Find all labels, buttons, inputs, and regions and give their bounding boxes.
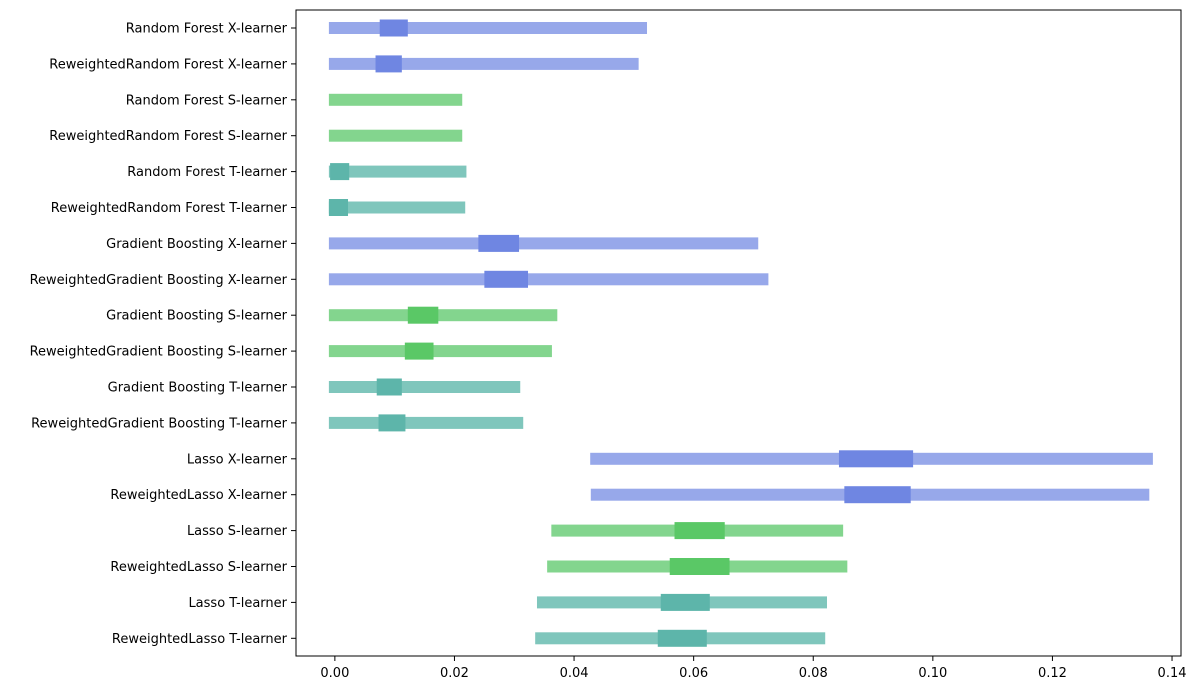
x-tick-label: 0.04 — [560, 666, 589, 681]
interval-center-box — [379, 19, 408, 37]
interval-center-box — [376, 378, 402, 396]
y-tick-label: Gradient Boosting S-learner — [106, 309, 288, 324]
y-tick-label: ReweightedGradient Boosting X-learner — [30, 273, 288, 288]
x-axis: 0.00 0.02 0.04 0.06 0.08 0.10 0.12 0.14 — [320, 656, 1187, 681]
y-tick-label: ReweightedRandom Forest S-learner — [49, 129, 287, 144]
interval-center-box — [657, 629, 707, 647]
interval-center-box — [674, 522, 725, 540]
interval-range-bar — [328, 309, 558, 322]
y-tick-label: ReweightedLasso S-learner — [110, 560, 287, 575]
interval-range-bar — [328, 57, 639, 70]
interval-center-box — [660, 593, 710, 611]
interval-range-bar — [328, 165, 467, 178]
y-tick-label: Lasso X-learner — [187, 452, 288, 467]
interval-center-box — [669, 558, 730, 575]
y-tick-label: Random Forest X-learner — [126, 22, 288, 37]
x-tick-label: 0.08 — [799, 666, 828, 681]
interval-center-box — [484, 270, 529, 288]
interval-center-box — [328, 199, 349, 216]
y-tick-label: ReweightedRandom Forest X-learner — [49, 57, 287, 72]
y-tick-label: ReweightedGradient Boosting S-learner — [30, 345, 288, 360]
interval-range-bar — [328, 345, 552, 358]
interval-center-box — [478, 234, 520, 252]
y-tick-label: Lasso S-learner — [187, 524, 288, 539]
x-tick-label: 0.00 — [320, 666, 349, 681]
interval-center-box — [407, 306, 439, 324]
plot-frame — [295, 9, 1182, 657]
x-tick-label: 0.10 — [918, 666, 947, 681]
interval-center-box — [404, 342, 434, 360]
y-tick-label: ReweightedGradient Boosting T-learner — [31, 416, 288, 431]
interval-range-bar — [328, 201, 466, 214]
y-tick-label: Random Forest T-learner — [127, 165, 287, 180]
interval-center-box — [378, 414, 406, 432]
interval-range-bar — [328, 237, 759, 250]
y-tick-label: Random Forest S-learner — [126, 93, 288, 108]
interval-center-box — [838, 450, 914, 468]
x-tick-label: 0.14 — [1158, 666, 1187, 681]
y-tick-label: ReweightedRandom Forest T-learner — [51, 201, 288, 216]
interval-bars — [328, 19, 1153, 647]
y-tick-label: ReweightedLasso T-learner — [112, 632, 288, 647]
interval-range-bar — [328, 93, 463, 106]
interval-range-bar — [328, 381, 521, 393]
interval-center-box — [844, 486, 911, 504]
interval-range-bar — [328, 129, 463, 142]
y-tick-label: ReweightedLasso X-learner — [110, 488, 287, 503]
interval-center-box — [330, 163, 350, 181]
x-tick-label: 0.06 — [679, 666, 708, 681]
interval-range-bar — [328, 273, 769, 286]
interval-range-bar — [328, 416, 524, 429]
x-tick-label: 0.02 — [440, 666, 469, 681]
y-tick-label: Lasso T-learner — [188, 596, 287, 611]
interval-range-bar — [328, 22, 648, 34]
y-tick-label: Gradient Boosting X-learner — [106, 237, 288, 252]
category-labels: Random Forest X-learner ReweightedRandom … — [30, 22, 296, 647]
y-tick-label: Gradient Boosting T-learner — [108, 381, 288, 396]
interval-center-box — [375, 55, 402, 73]
x-tick-label: 0.12 — [1038, 666, 1067, 681]
